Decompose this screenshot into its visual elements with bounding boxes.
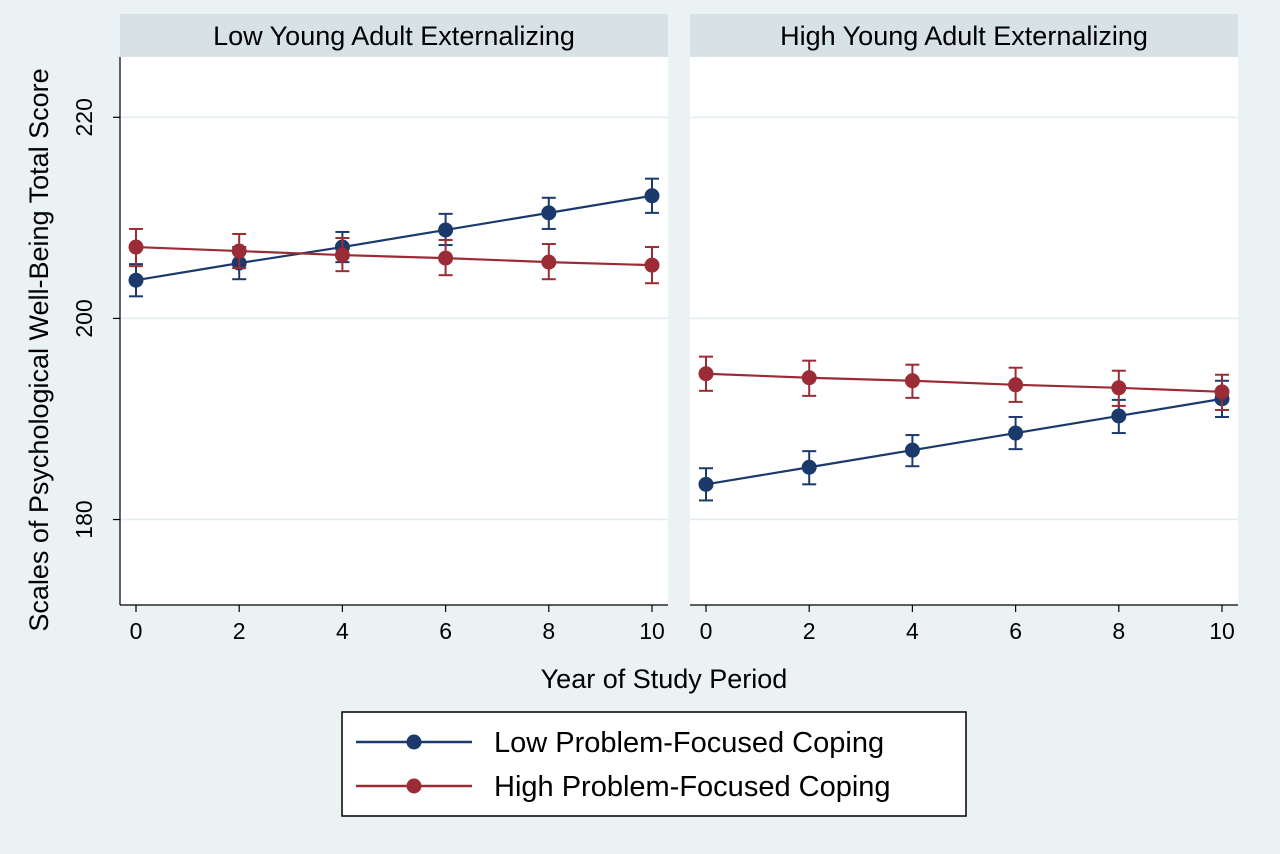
panel-2-low-problem-focused-coping-point-2	[801, 459, 817, 475]
panel-2-high-problem-focused-coping-series	[698, 355, 1230, 411]
panel-2: High Young Adult Externalizing 0 2 4 6 8 10	[690, 14, 1238, 644]
panel-1-high-problem-focused-coping-point-0	[128, 239, 144, 255]
panel-1-low-problem-focused-coping-point-0	[128, 272, 144, 288]
panel-2-low-problem-focused-coping-point-0	[698, 476, 714, 492]
panel-1-plot-area	[120, 57, 668, 605]
panel-1-high-problem-focused-coping-point-4	[334, 247, 350, 263]
panel-1-low-problem-focused-coping-line	[135, 194, 653, 282]
panel-2-title-strip	[690, 14, 1238, 57]
panel-2-low-problem-focused-coping-point-6	[1008, 425, 1024, 441]
panel-2-x-tick-label-2: 2	[803, 618, 816, 644]
panel-1-high-problem-focused-coping-line	[135, 245, 653, 267]
panel-1-x-tick-label-2: 2	[233, 618, 246, 644]
y-tick-label-180: 180	[71, 500, 97, 538]
legend-label-low-coping: Low Problem-Focused Coping	[494, 727, 884, 759]
legend-box	[341, 711, 967, 817]
legend: Low Problem-Focused Coping High Problem-…	[341, 711, 967, 817]
panel-2-high-problem-focused-coping-point-0	[698, 366, 714, 382]
panel-1-high-problem-focused-coping-point-6	[438, 250, 454, 266]
panel-1-title-strip	[120, 14, 668, 57]
legend-marker-high-coping	[406, 778, 422, 794]
panel-2-high-problem-focused-coping-point-10	[1214, 384, 1230, 400]
panel-1-high-problem-focused-coping-point-10	[644, 257, 660, 273]
legend-marker-low-coping	[406, 734, 422, 750]
panel-2-x-tick-label-6: 6	[1009, 618, 1022, 644]
y-tick-label-220: 220	[71, 98, 97, 136]
panel-1-x-tick-label-8: 8	[542, 618, 555, 644]
panel-1-high-problem-focused-coping-point-8	[541, 254, 557, 270]
legend-label-high-coping: High Problem-Focused Coping	[494, 771, 891, 803]
y-tick-label-200: 200	[71, 299, 97, 337]
panel-2-high-problem-focused-coping-point-6	[1008, 377, 1024, 393]
panel-2-low-problem-focused-coping-point-8	[1111, 408, 1127, 424]
panel-2-x-tick-label-10: 10	[1209, 618, 1235, 644]
panel-1-x-tick-label-0: 0	[130, 618, 143, 644]
panel-2-title: High Young Adult Externalizing	[780, 21, 1148, 51]
panel-1: Low Young Adult Externalizing 180 200 220 0 2…	[71, 14, 668, 644]
panel-2-low-problem-focused-coping-line	[705, 397, 1223, 486]
panel-2-low-problem-focused-coping-point-4	[904, 442, 920, 458]
panel-2-x-tick-label-0: 0	[700, 618, 713, 644]
panel-2-x-tick-label-8: 8	[1112, 618, 1125, 644]
panel-2-high-problem-focused-coping-point-2	[801, 370, 817, 386]
panel-2-x-tick-label-4: 4	[906, 618, 919, 644]
panel-2-plot-area	[690, 57, 1238, 605]
panel-1-title: Low Young Adult Externalizing	[213, 21, 575, 51]
panel-2-high-problem-focused-coping-line	[705, 372, 1223, 393]
panel-2-high-problem-focused-coping-point-4	[904, 373, 920, 389]
panel-1-x-tick-label-4: 4	[336, 618, 349, 644]
x-axis-title: Year of Study Period	[541, 664, 788, 694]
panel-1-x-tick-label-6: 6	[439, 618, 452, 644]
panel-2-high-problem-focused-coping-point-8	[1111, 380, 1127, 396]
panel-1-high-problem-focused-coping-point-2	[231, 243, 247, 259]
y-axis-title: Scales of Psychological Well-Being Total…	[24, 68, 54, 631]
panel-1-low-problem-focused-coping-point-10	[644, 188, 660, 204]
panel-1-low-problem-focused-coping-point-8	[541, 205, 557, 221]
panel-1-x-tick-label-10: 10	[639, 618, 665, 644]
panel-1-low-problem-focused-coping-point-6	[438, 222, 454, 238]
panel-1-high-problem-focused-coping-series	[128, 227, 660, 285]
